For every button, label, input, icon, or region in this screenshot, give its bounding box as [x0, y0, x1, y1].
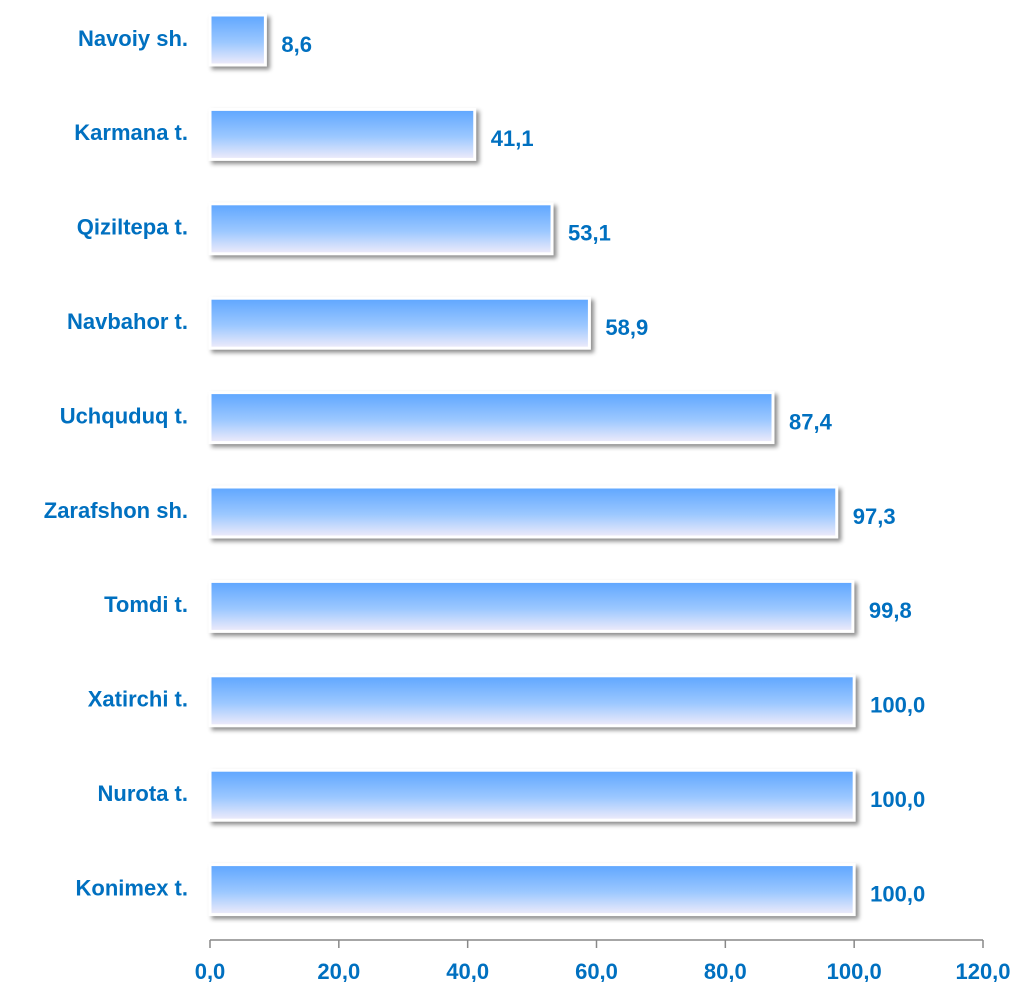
value-label: 97,3 [853, 504, 896, 529]
y-tick-label: Tomdi t. [104, 592, 188, 617]
x-tick-label: 120,0 [955, 959, 1010, 982]
bar [208, 296, 591, 350]
y-tick-label: Navoiy sh. [78, 26, 188, 51]
value-label: 100,0 [870, 881, 925, 906]
bar [208, 579, 855, 633]
bar [208, 391, 775, 445]
bar [208, 107, 477, 161]
x-tick-label: 80,0 [704, 959, 747, 982]
y-tick-label: Zarafshon sh. [44, 498, 188, 523]
y-tick-label: Qiziltepa t. [77, 215, 188, 240]
y-tick-label: Konimex t. [76, 875, 188, 900]
value-label: 87,4 [789, 409, 833, 434]
y-tick-label: Uchquduq t. [60, 403, 188, 428]
value-label: 8,6 [281, 32, 312, 57]
x-tick-label: 20,0 [317, 959, 360, 982]
x-tick-label: 0,0 [195, 959, 226, 982]
bar [208, 485, 839, 539]
x-tick-label: 60,0 [575, 959, 618, 982]
y-tick-label: Karmana t. [74, 120, 188, 145]
bar [208, 674, 856, 728]
value-label: 99,8 [869, 598, 912, 623]
x-tick-label: 100,0 [827, 959, 882, 982]
bar [208, 13, 267, 67]
bar [208, 768, 856, 822]
value-label: 53,1 [568, 221, 611, 246]
y-tick-label: Xatirchi t. [88, 687, 188, 712]
value-label: 58,9 [605, 315, 648, 340]
value-label: 100,0 [870, 693, 925, 718]
value-label: 41,1 [491, 126, 534, 151]
y-tick-label: Navbahor t. [67, 309, 188, 334]
y-tick-label: Nurota t. [98, 781, 188, 806]
bar [208, 863, 856, 917]
bar [208, 202, 554, 256]
x-tick-label: 40,0 [446, 959, 489, 982]
value-label: 100,0 [870, 787, 925, 812]
